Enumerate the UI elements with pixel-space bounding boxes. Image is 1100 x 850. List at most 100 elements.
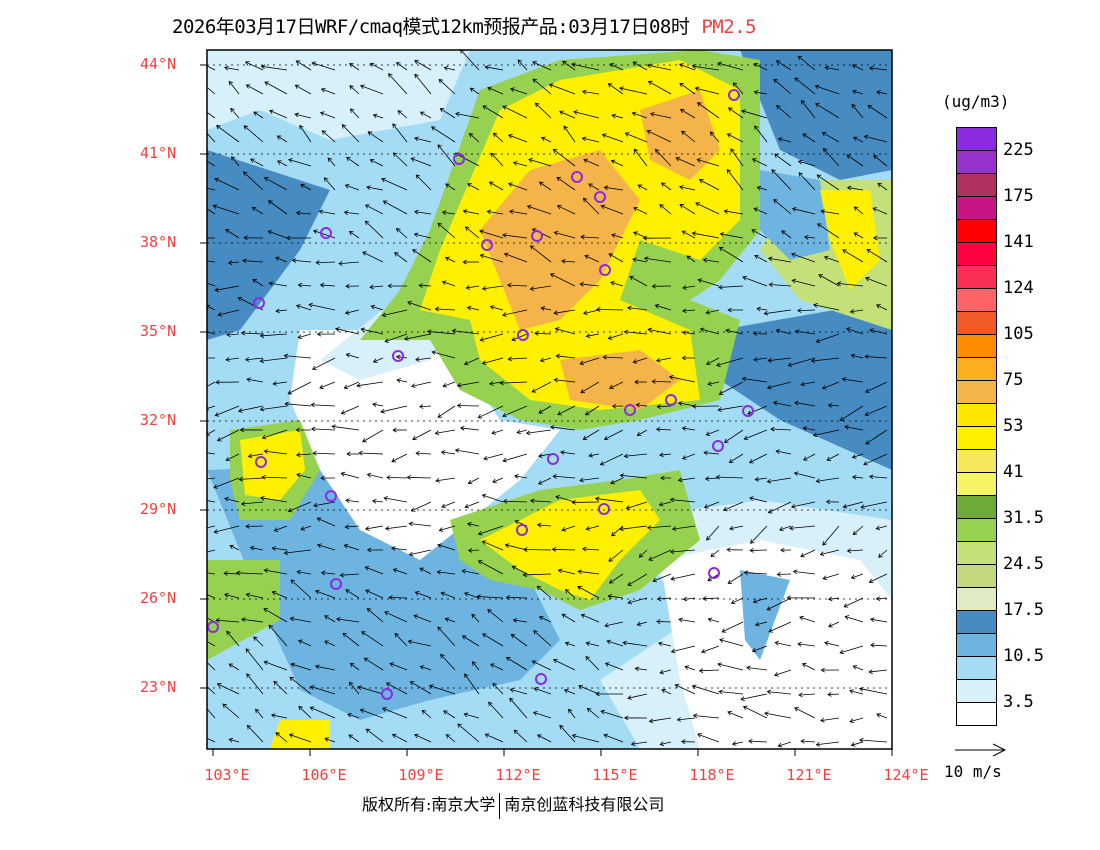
- wind-arrow: [726, 547, 744, 553]
- wind-arrow: [510, 634, 528, 647]
- wind-arrow: [438, 78, 456, 95]
- wind-arrow: [345, 283, 360, 289]
- wind-arrow: [846, 154, 864, 167]
- wind-arrow: [247, 453, 264, 459]
- wind-arrow: [415, 450, 432, 456]
- wind-arrow: [246, 673, 264, 695]
- wind-arrow: [770, 426, 792, 432]
- wind-arrow: [556, 204, 576, 215]
- wind-arrow: [397, 110, 408, 119]
- wind-arrow: [585, 655, 600, 671]
- wind-arrow: [246, 724, 264, 743]
- wind-arrow: [440, 591, 456, 599]
- wind-arrow: [392, 568, 408, 575]
- wind-arrow: [477, 525, 504, 536]
- colorbar-swatch: [957, 519, 996, 542]
- wind-arrow: [583, 158, 600, 167]
- wind-arrow: [607, 333, 624, 340]
- wind-arrow: [858, 686, 888, 695]
- wind-arrow: [865, 276, 888, 287]
- city-marker-icon: [547, 453, 559, 465]
- wind-arrow: [466, 521, 480, 527]
- wind-arrow: [820, 209, 840, 215]
- wind-arrow: [230, 107, 240, 119]
- wind-arrow: [364, 220, 384, 239]
- wind-arrow: [465, 285, 480, 290]
- wind-arrow: [381, 309, 408, 318]
- wind-arrow: [362, 251, 384, 263]
- wind-arrow: [771, 169, 792, 191]
- colorbar-swatch: [957, 335, 996, 358]
- wind-arrow: [291, 258, 312, 263]
- wind-arrow: [469, 87, 480, 95]
- wind-arrow: [207, 282, 216, 287]
- wind-arrow: [298, 705, 312, 719]
- wind-arrow: [571, 62, 600, 71]
- colorbar-swatch: [957, 473, 996, 496]
- wind-arrow: [674, 683, 696, 695]
- wind-arrow: [787, 357, 816, 368]
- wind-arrow: [705, 309, 720, 315]
- wind-arrow: [715, 474, 744, 480]
- wind-arrow: [742, 705, 768, 719]
- wind-arrow: [507, 356, 528, 362]
- wind-arrow: [214, 405, 240, 417]
- wind-arrow: [826, 453, 840, 461]
- wind-arrow: [786, 595, 816, 601]
- wind-arrow: [338, 261, 360, 266]
- wind-arrow: [632, 257, 648, 263]
- wind-arrow: [207, 452, 216, 455]
- wind-arrow: [853, 206, 864, 215]
- wind-arrow: [404, 333, 432, 341]
- wind-arrow: [839, 645, 864, 655]
- wind-arrow: [223, 571, 240, 576]
- wind-arrow: [552, 658, 576, 671]
- wind-arrow: [751, 229, 768, 239]
- wind-arrow: [756, 306, 768, 312]
- city-marker-icon: [728, 89, 740, 101]
- wind-arrow: [741, 109, 768, 119]
- wind-arrow: [267, 200, 288, 215]
- wind-arrow: [682, 596, 696, 602]
- wind-arrow: [358, 450, 384, 456]
- wind-arrow: [843, 597, 864, 608]
- wind-arrow: [366, 608, 384, 623]
- wind-arrow: [646, 63, 672, 71]
- wind-arrow: [481, 285, 504, 291]
- wind-arrow: [249, 545, 264, 551]
- wind-arrow: [344, 309, 360, 315]
- wind-arrow: [479, 229, 504, 239]
- wind-arrow: [445, 183, 456, 191]
- wind-arrow: [241, 617, 264, 623]
- wind-arrow: [844, 424, 864, 431]
- wind-arrow: [584, 254, 600, 263]
- city-marker-icon: [392, 350, 404, 362]
- wind-arrow: [443, 710, 456, 719]
- wind-arrow: [273, 680, 288, 695]
- wind-arrow: [729, 525, 744, 531]
- wind-arrow: [295, 427, 312, 433]
- wind-arrow: [721, 621, 744, 633]
- wind-arrow: [505, 657, 528, 671]
- wind-arrow: [660, 182, 672, 191]
- wind-arrow: [802, 426, 816, 431]
- wind-arrow: [766, 597, 792, 611]
- wind-arrow: [537, 477, 552, 485]
- wind-arrow: [814, 84, 840, 95]
- wind-arrow: [269, 109, 288, 119]
- colorbar-swatch: [957, 174, 996, 197]
- wind-arrow: [295, 304, 312, 311]
- wind-arrow: [207, 737, 216, 743]
- wind-arrow: [357, 685, 384, 695]
- wind-arrow: [395, 62, 408, 71]
- wind-arrow: [681, 230, 696, 239]
- wind-arrow: [579, 477, 600, 483]
- wind-arrow: [445, 256, 456, 263]
- wind-arrow: [868, 669, 888, 675]
- wind-arrow: [800, 381, 816, 387]
- lat-label: 41°N: [140, 144, 177, 162]
- wind-arrow: [395, 228, 408, 239]
- lon-label: 118°E: [689, 766, 735, 784]
- wind-arrow: [580, 234, 600, 240]
- wind-arrow: [632, 357, 648, 364]
